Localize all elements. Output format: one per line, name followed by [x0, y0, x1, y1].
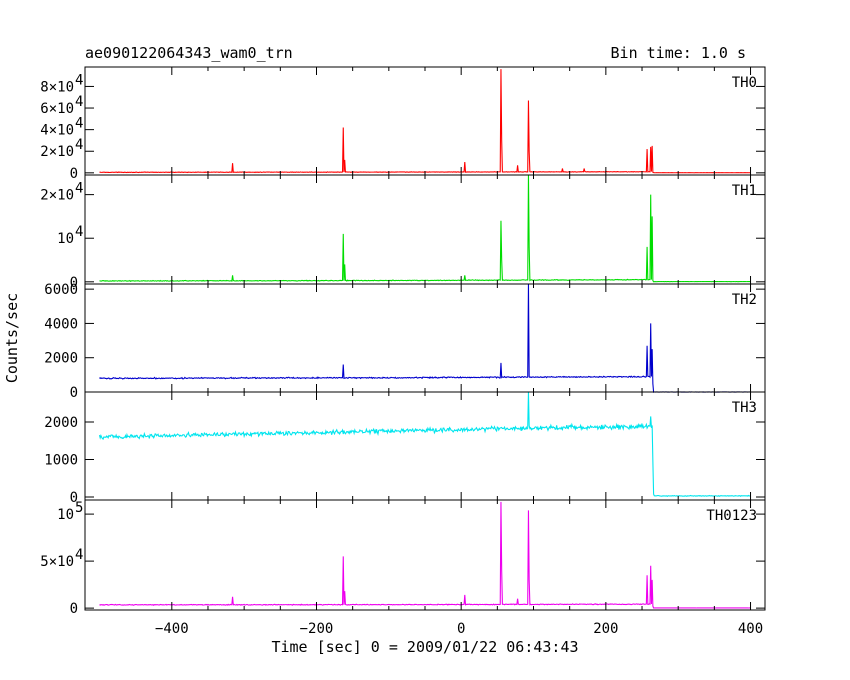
series-line-th0	[99, 69, 751, 174]
panel-label: TH1	[732, 183, 757, 199]
panel-frame	[84, 499, 766, 611]
bin-time-label: Bin time: 1.0 s	[611, 44, 746, 62]
chart-title: ae090122064343_wam0_trn	[85, 44, 293, 62]
panel-frame	[84, 66, 766, 176]
y-tick-exponent: 4	[75, 94, 83, 110]
y-tick-label: 8×10	[40, 79, 74, 95]
series-line-th1	[99, 174, 751, 283]
y-tick-label: 10	[57, 231, 74, 247]
y-tick-label: 0	[70, 385, 78, 401]
y-tick-exponent: 4	[75, 181, 83, 197]
y-tick-label: 4000	[44, 316, 78, 332]
panel-th3: 0 1000 2000 TH3	[44, 391, 766, 506]
y-tick-label: 6×10	[40, 101, 74, 117]
y-tick-label: 10	[57, 507, 74, 523]
y-tick-label: 0	[70, 275, 78, 291]
series-line-th0123	[99, 501, 751, 609]
y-tick-label: 1000	[44, 453, 78, 469]
y-tick-exponent: 4	[75, 116, 83, 132]
panel-label: TH3	[732, 400, 757, 416]
panel-frame	[84, 174, 766, 285]
y-tick-label: 5×10	[40, 554, 74, 570]
x-tick-label: −200	[300, 621, 334, 637]
x-tick-label: 400	[738, 621, 763, 637]
panel-frame	[84, 391, 766, 501]
x-axis-label: Time [sec] 0 = 2009/01/22 06:43:43	[271, 638, 578, 656]
y-tick-exponent: 4	[75, 137, 83, 153]
y-tick-label: 0	[70, 490, 78, 506]
x-tick-label: −400	[155, 621, 189, 637]
y-tick-label: 6000	[44, 282, 78, 298]
y-tick-label: 2×10	[40, 144, 74, 160]
x-tick-label: 200	[593, 621, 618, 637]
series-line-th2	[99, 283, 751, 393]
y-axis-label: Counts/sec	[3, 293, 21, 383]
panel-label: TH2	[732, 292, 757, 308]
panel-frame	[84, 283, 766, 393]
panel-th2: 0 2000 4000 6000 TH2	[44, 282, 766, 401]
y-tick-exponent: 4	[75, 224, 83, 240]
y-tick-exponent: 4	[75, 547, 83, 563]
y-tick-label: 0	[70, 166, 78, 182]
series-line-th3	[98, 391, 751, 497]
x-tick-label: 0	[457, 621, 465, 637]
y-tick-label: 2000	[44, 351, 78, 367]
y-tick-label: 2000	[44, 415, 78, 431]
panel-label: TH0	[732, 75, 757, 91]
panel-th0: 02×10 44×10 46×10 48×10 4 TH0	[40, 66, 766, 182]
y-tick-label: 0	[70, 601, 78, 617]
y-tick-label: 2×10	[40, 188, 74, 204]
panel-th1: 010 42×10 4 TH1	[40, 174, 766, 291]
panel-label: TH0123	[706, 508, 757, 524]
y-tick-exponent: 4	[75, 72, 83, 88]
y-tick-label: 4×10	[40, 123, 74, 139]
y-tick-exponent: 5	[75, 500, 83, 516]
